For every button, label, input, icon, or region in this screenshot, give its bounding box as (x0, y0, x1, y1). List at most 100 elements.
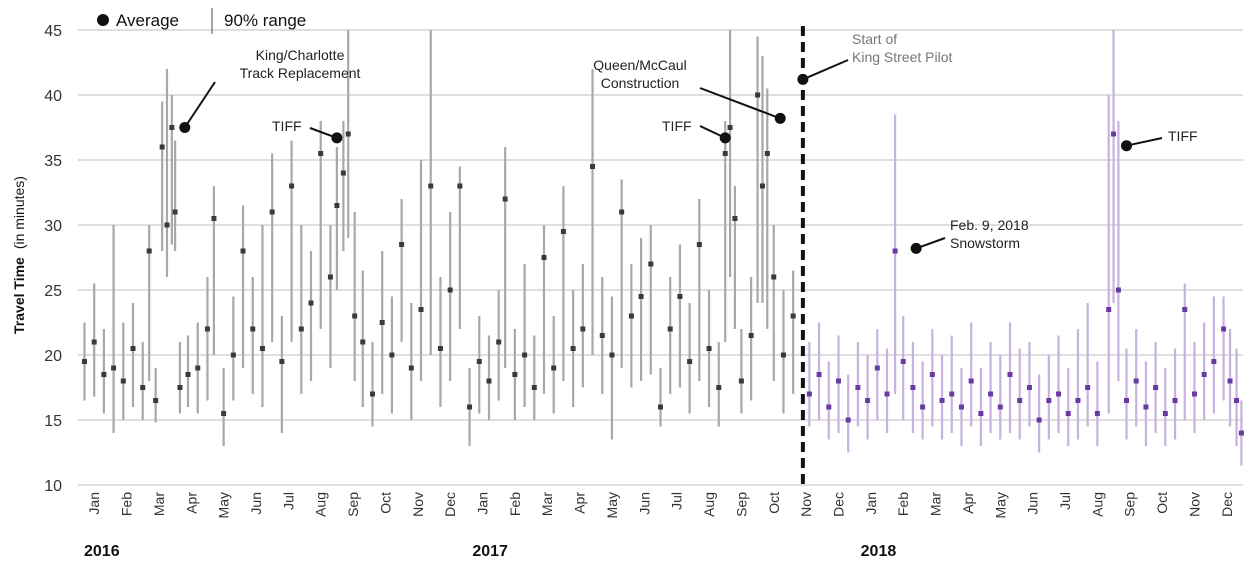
month-label-group: May (604, 492, 620, 518)
average-point (531, 385, 537, 390)
average-point (130, 346, 136, 351)
average-point (1191, 391, 1197, 397)
annotation-text: Queen/McCaul (593, 57, 686, 73)
y-tick-label: 20 (44, 348, 62, 365)
average-point (722, 151, 728, 156)
average-point (780, 352, 786, 358)
average-point (1162, 411, 1168, 416)
average-point (1227, 378, 1233, 384)
average-point (1182, 307, 1188, 312)
average-point (496, 339, 502, 345)
annotation-text: King/Charlotte (256, 47, 345, 63)
average-point (140, 385, 146, 390)
month-label: Dec (442, 492, 458, 517)
average-point (997, 404, 1003, 410)
annotation: King/Charlotte Track Replacement (179, 47, 361, 133)
average-point (658, 404, 663, 410)
x-axis-month-labels: Jan Feb Mar Apr May Jun Jul Aug Sep Oct Nov Dec Jan F… (86, 492, 1235, 519)
average-point (81, 359, 87, 364)
average-point (949, 391, 955, 397)
legend-average-label: Average (116, 11, 179, 30)
month-label: May (216, 492, 232, 518)
average-point (748, 333, 754, 338)
month-label-group: Feb (507, 492, 523, 516)
month-label: Jan (863, 492, 879, 515)
year-label: 2017 (472, 543, 508, 560)
annotation-text: TIFF (1168, 128, 1198, 144)
average-point (1172, 398, 1178, 403)
legend: Average 90% range (97, 8, 306, 34)
average-point (727, 125, 733, 130)
average-point (1017, 398, 1023, 403)
month-label: Aug (701, 492, 717, 517)
annotation-leader (1126, 137, 1163, 147)
annotation-marker (910, 242, 922, 254)
y-tick-label: 15 (44, 413, 62, 430)
average-point (541, 255, 547, 260)
average-point (716, 385, 722, 390)
range-bars (83, 30, 1243, 466)
average-point (153, 398, 159, 403)
average-point (211, 216, 217, 221)
average-point (816, 372, 822, 377)
average-point (939, 398, 945, 403)
average-point (874, 365, 880, 371)
average-point (389, 352, 395, 358)
average-point (884, 391, 890, 397)
average-point (408, 365, 414, 371)
month-label: Dec (830, 492, 846, 517)
month-label-group: Feb (119, 492, 135, 516)
annotation: TIFF (1121, 128, 1198, 152)
month-label-group: Oct (766, 492, 782, 514)
annotation-marker (179, 122, 191, 133)
average-point (806, 391, 812, 397)
average-point (826, 404, 832, 410)
average-point (892, 248, 898, 254)
average-point (1036, 417, 1042, 423)
month-label: Mar (539, 492, 555, 516)
month-label-group: Dec (442, 492, 458, 517)
average-point (696, 242, 702, 247)
average-point (172, 209, 178, 215)
average-point (289, 183, 295, 189)
month-label-group: Jan (863, 492, 879, 515)
month-label-group: Aug (1089, 492, 1105, 517)
average-point (120, 378, 126, 384)
average-point (1056, 391, 1062, 397)
average-point (648, 261, 654, 267)
annotation-leader (802, 59, 849, 81)
month-label: Sep (1122, 492, 1138, 517)
annotation-leader (699, 87, 781, 120)
month-label: Mar (928, 492, 944, 516)
average-point (929, 372, 935, 377)
month-label: Aug (313, 492, 329, 517)
average-point (590, 164, 596, 169)
average-point (177, 385, 183, 390)
average-point (1111, 131, 1117, 137)
month-label: Feb (895, 492, 911, 516)
y-tick-label: 45 (44, 23, 62, 40)
average-point (164, 222, 170, 228)
month-label-group: Jul (669, 492, 685, 510)
y-axis-label: Travel Time (11, 257, 27, 334)
month-label-group: Mar (928, 492, 944, 516)
average-point (1007, 372, 1013, 377)
average-point (512, 372, 518, 377)
average-point (790, 313, 796, 319)
month-label-group: May (216, 492, 232, 518)
annotation-text: Snowstorm (950, 235, 1020, 251)
average-point (1153, 385, 1159, 390)
month-label-group: Nov (1186, 492, 1202, 517)
month-label-group: Oct (1154, 492, 1170, 514)
average-point (865, 398, 871, 403)
average-point (958, 404, 964, 410)
average-point (677, 294, 683, 299)
average-point (399, 242, 405, 247)
average-point (467, 404, 473, 410)
annotation-marker (797, 73, 809, 85)
average-point (1026, 385, 1032, 390)
y-tick-label: 40 (44, 88, 62, 105)
month-label-group: Sep (1122, 492, 1138, 517)
average-point (269, 209, 275, 215)
